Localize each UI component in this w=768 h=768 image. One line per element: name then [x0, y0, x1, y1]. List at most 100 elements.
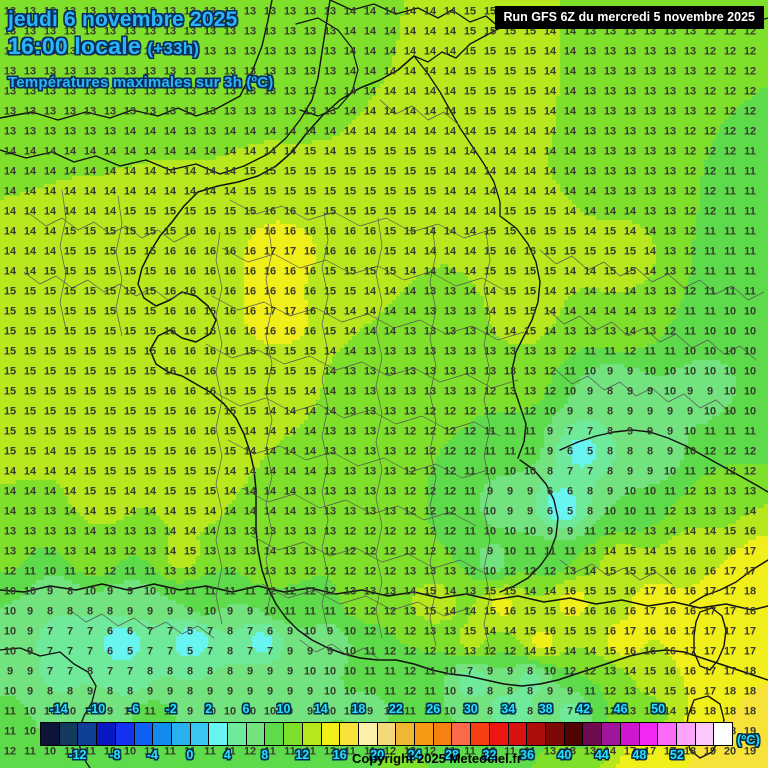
- color-scale-tick-label: 26: [426, 702, 441, 716]
- administrative-border: [227, 439, 489, 479]
- coastline-south-coast: [0, 149, 245, 175]
- color-scale-tick-label: -8: [109, 748, 121, 762]
- unit-label: (ºC): [737, 732, 760, 747]
- color-scale-cell: [228, 723, 247, 745]
- administrative-border: [213, 391, 501, 437]
- administrative-border: [59, 189, 67, 331]
- color-scale-tick-label: 4: [223, 748, 231, 762]
- administrative-border: [251, 535, 487, 575]
- color-scale-cell: [246, 723, 266, 745]
- coastline-mediterranean-france: [395, 649, 768, 687]
- administrative-border: [539, 249, 765, 301]
- administrative-border: [205, 343, 519, 389]
- color-scale-tick-label: 50: [651, 702, 666, 716]
- color-scale-cell: [358, 723, 378, 745]
- color-scale-tick-label: 46: [613, 702, 628, 716]
- color-scale-cell: [471, 723, 490, 745]
- forecast-lead-time: (+33h): [147, 39, 200, 58]
- color-scale-cell: [171, 723, 191, 745]
- color-scale-cell: [564, 723, 584, 745]
- administrative-border: [29, 213, 191, 243]
- administrative-border: [221, 247, 509, 293]
- color-scale-cell: [676, 723, 696, 745]
- administrative-border: [555, 369, 733, 415]
- color-scale-tick-label: 18: [351, 702, 366, 716]
- copyright-notice: Copyright 2025 Meteociel.fr: [352, 751, 522, 766]
- color-scale-cell: [153, 723, 172, 745]
- color-scale-tick-label: 2: [205, 702, 213, 716]
- color-scale-tick-label: 10: [276, 702, 291, 716]
- administrative-border: [379, 99, 461, 127]
- coastline-southern-england: [0, 107, 215, 121]
- administrative-border: [241, 487, 477, 527]
- forecast-time-local: 16:00 locale: [8, 33, 141, 59]
- color-scale-tick-label: -14: [49, 702, 68, 716]
- color-scale-tick-label: -6: [128, 702, 140, 716]
- model-run-banner: Run GFS 6Z du mercredi 5 novembre 2025: [494, 6, 764, 29]
- coastline-portugal-iberia: [0, 647, 97, 768]
- color-scale-cell: [78, 723, 98, 745]
- color-scale-cell: [41, 723, 60, 745]
- coastline-netherlands: [413, 9, 501, 63]
- coastline-brittany: [137, 191, 217, 393]
- border-france-belgium: [413, 55, 501, 217]
- border-alps-ridge: [559, 429, 768, 493]
- color-scale-tick-label: -4: [146, 748, 158, 762]
- color-scale-cell: [452, 723, 472, 745]
- color-scale-cell: [508, 723, 528, 745]
- color-scale-cell: [340, 723, 359, 745]
- administrative-border: [483, 231, 491, 653]
- coastline-channel-france: [197, 55, 415, 193]
- administrative-border: [23, 271, 185, 301]
- forecast-date: jeudi 6 novembre 2025: [8, 8, 238, 31]
- color-scale-cell: [209, 723, 229, 745]
- coastline-bay-of-biscay: [209, 391, 397, 661]
- color-scale-cell: [134, 723, 154, 745]
- color-scale-cell: [415, 723, 434, 745]
- administrative-border: [115, 195, 123, 337]
- color-scale-tick-label: 20: [370, 748, 385, 762]
- color-scale-cell: [284, 723, 303, 745]
- color-scale-cell: [489, 723, 509, 745]
- administrative-border: [547, 309, 757, 361]
- administrative-border: [265, 223, 273, 617]
- color-scale-cell: [190, 723, 210, 745]
- administrative-border: [211, 295, 525, 341]
- administrative-border: [299, 639, 381, 661]
- color-scale-tick-label: 22: [388, 702, 403, 716]
- color-scale-tick-label: 12: [295, 748, 310, 762]
- administrative-border: [229, 199, 491, 239]
- color-scale-tick-label: 16: [332, 748, 347, 762]
- color-scale-cell: [714, 723, 733, 745]
- color-scale-bar[interactable]: [40, 722, 733, 746]
- border-france-east: [499, 215, 541, 459]
- color-scale-cell: [695, 723, 715, 745]
- color-scale-cell: [433, 723, 453, 745]
- color-scale-tick-label: 32: [482, 748, 497, 762]
- coastline-east-england: [213, 0, 273, 111]
- coastline-east-britain: [243, 0, 331, 167]
- color-scale-tick-label: 14: [313, 702, 328, 716]
- coastline-spain-north: [0, 583, 768, 611]
- coastline-italy-northwest: [689, 559, 768, 605]
- parameter-title: Températures maximales sur 3h (ºC): [8, 74, 274, 91]
- forecast-time: 16:00 locale (+33h): [8, 33, 199, 60]
- color-scale-tick-label: 0: [186, 748, 194, 762]
- coastline-north-continental: [329, 0, 453, 19]
- color-scale-cell: [527, 723, 546, 745]
- color-scale-cell: [59, 723, 79, 745]
- administrative-border: [559, 559, 673, 585]
- color-scale-tick-label: 34: [501, 702, 516, 716]
- color-scale-tick-label: 52: [669, 748, 684, 762]
- color-scale-tick-label: 44: [594, 748, 609, 762]
- color-scale-tick-label: 8: [261, 748, 269, 762]
- color-scale-cell: [302, 723, 322, 745]
- border-france-italy-switzerland: [499, 459, 559, 593]
- color-scale-cell: [639, 723, 659, 745]
- color-scale-tick-label: -12: [68, 748, 87, 762]
- coastline-north-sea-island: [295, 17, 359, 117]
- color-scale-cell: [396, 723, 416, 745]
